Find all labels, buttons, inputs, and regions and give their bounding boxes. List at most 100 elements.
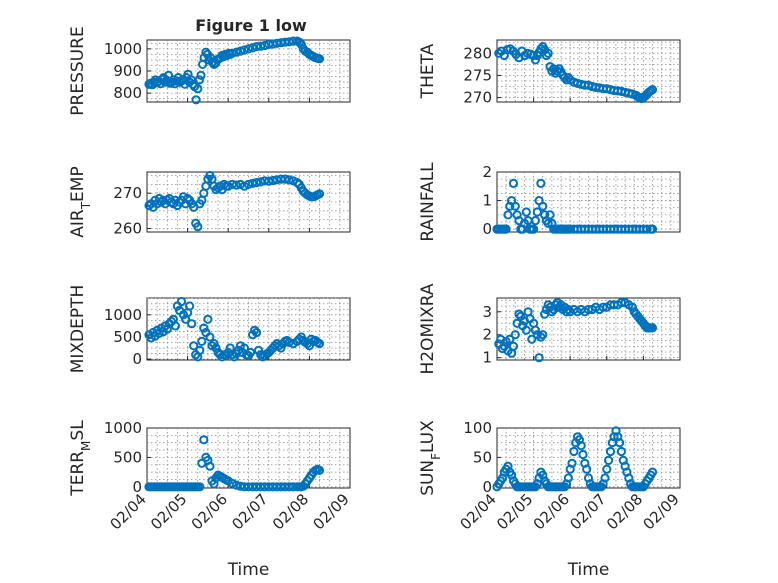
data-point <box>505 334 515 344</box>
data-point <box>235 46 245 56</box>
data-point <box>197 336 207 346</box>
data-point <box>530 55 541 65</box>
data-point <box>280 482 290 492</box>
data-point <box>510 201 520 211</box>
data-point <box>529 224 539 234</box>
data-point <box>604 455 614 465</box>
data-point <box>521 325 531 335</box>
subplot-4: 0 1 2 RAINFALL <box>418 162 681 242</box>
y-tick-label: 2 <box>482 326 492 344</box>
y-tick-label: 0 <box>132 350 142 368</box>
data-point <box>199 435 209 445</box>
x-tick-label: 02/06 <box>188 490 231 533</box>
data-point <box>642 224 652 234</box>
data-point <box>527 334 537 344</box>
x-tick-label: 02/04 <box>107 490 150 533</box>
y-axis-label: PRESSURE <box>68 26 88 115</box>
y-tick-label: 0 <box>482 478 492 496</box>
y-tick-label: 50 <box>473 448 492 466</box>
y-tick-label: 1000 <box>104 40 142 58</box>
data-point <box>532 207 542 217</box>
axes-box <box>146 427 351 489</box>
y-tick-label: 0 <box>482 220 492 238</box>
y-axis-label: AIRTEMP <box>68 166 93 237</box>
data-point <box>195 345 205 355</box>
data-point <box>503 210 513 220</box>
figure-title: Figure 1 low <box>195 16 307 35</box>
y-axis-label: TERRMSL <box>68 420 93 497</box>
x-tick-label: 02/04 <box>457 490 500 533</box>
y-tick-label: 100 <box>463 419 492 437</box>
data-point <box>256 350 266 360</box>
data-point <box>170 321 180 331</box>
data-point <box>536 178 546 188</box>
y-axis-label: SUNFLUX <box>418 420 443 496</box>
data-point <box>199 323 209 333</box>
data-point <box>272 38 282 48</box>
data-point <box>268 175 278 186</box>
data-point <box>538 330 548 340</box>
y-axis-label: RAINFALL <box>418 162 438 242</box>
data-point <box>239 482 249 492</box>
data-point <box>501 224 511 234</box>
y-tick-label: 0 <box>132 478 142 496</box>
data-point <box>196 70 206 81</box>
x-tick-label: 02/08 <box>269 490 312 533</box>
data-point <box>280 37 290 47</box>
y-tick-label: 900 <box>113 62 142 80</box>
data-point <box>205 461 215 471</box>
data-point <box>227 350 237 360</box>
data-point <box>176 296 187 307</box>
data-point <box>530 325 541 335</box>
data-point <box>280 174 290 184</box>
data-point <box>194 75 204 85</box>
data-point <box>185 301 195 311</box>
data-point <box>647 323 658 333</box>
y-tick-label: 1000 <box>104 419 142 437</box>
y-tick-label: 280 <box>463 44 492 62</box>
data-point <box>195 482 205 492</box>
data-point <box>187 319 197 329</box>
data-point <box>245 347 256 358</box>
data-point <box>602 464 612 474</box>
data-point <box>276 343 286 353</box>
y-axis-label: H2OMIXRA <box>418 283 438 374</box>
data-point <box>582 464 592 474</box>
data-point <box>203 314 213 324</box>
x-axis-label: Time <box>567 560 610 580</box>
data-point <box>647 85 658 95</box>
data-point <box>314 339 325 349</box>
data-point <box>209 339 219 349</box>
y-tick-label: 1 <box>482 349 492 367</box>
y-tick-label: 260 <box>113 219 142 237</box>
data-point <box>231 480 241 490</box>
data-point <box>578 449 588 460</box>
data-point <box>254 345 264 355</box>
data-point <box>616 446 627 457</box>
data-point <box>627 302 638 312</box>
data-point <box>162 324 172 334</box>
y-tick-label: 1000 <box>104 306 142 324</box>
data-point <box>534 353 544 363</box>
y-axis-label: THETA <box>418 43 438 99</box>
data-point <box>205 332 215 342</box>
subplot-6: 1 2 3 H2OMIXRA <box>418 283 681 375</box>
data-point <box>647 224 658 234</box>
data-point <box>294 37 304 47</box>
data-point <box>647 467 658 477</box>
subplot-2: 270 275 280 THETA <box>418 39 681 107</box>
y-tick-label: 1 <box>482 192 492 210</box>
data-point <box>543 218 553 228</box>
data-point <box>243 44 254 54</box>
data-point <box>567 458 577 468</box>
data-point <box>189 341 199 351</box>
data-point <box>510 330 520 340</box>
data-point <box>615 438 625 448</box>
y-axis-label: MIXDEPTH <box>68 285 88 374</box>
subplot-5: 0 500 1000 MIXDEPTH <box>68 285 351 374</box>
data-point <box>605 446 616 457</box>
x-tick-label: 02/05 <box>493 490 536 533</box>
data-point <box>264 39 274 50</box>
